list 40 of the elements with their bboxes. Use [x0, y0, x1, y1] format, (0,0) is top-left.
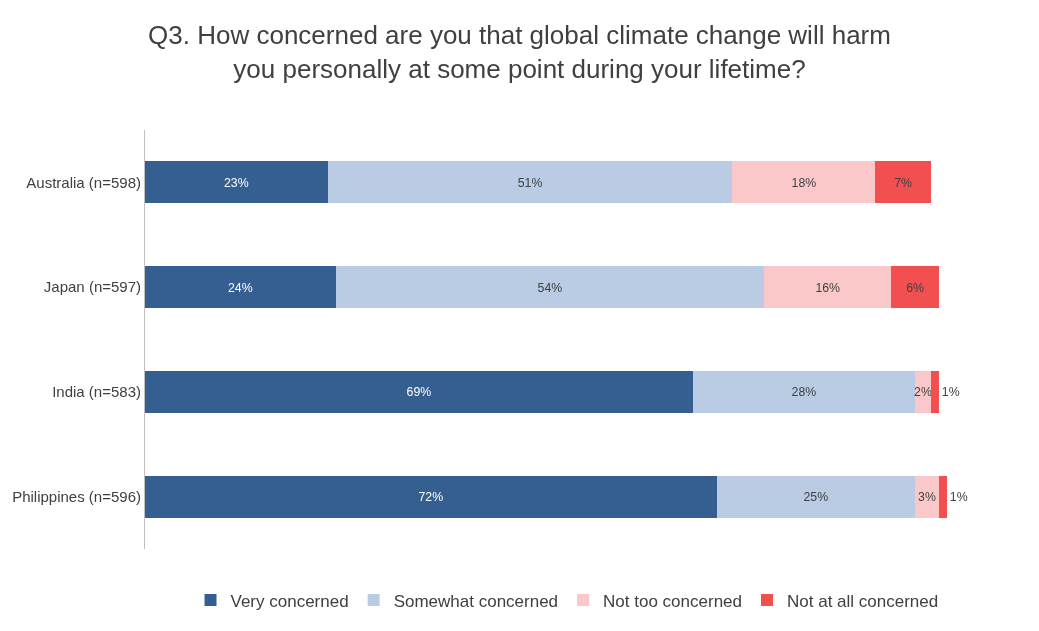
bar	[938, 475, 947, 518]
bar	[930, 370, 939, 413]
bar	[732, 161, 876, 204]
data-label: 51%	[517, 175, 543, 190]
data-label: 24%	[227, 280, 253, 295]
legend-label: Very concerned	[230, 591, 349, 611]
bar	[145, 161, 328, 204]
bar	[891, 266, 939, 309]
data-label: 72%	[418, 490, 444, 505]
data-label: 25%	[803, 490, 829, 505]
bar	[145, 370, 693, 413]
y-tick-label: Philippines (n=596)	[12, 487, 141, 505]
y-tick-label: Japan (n=597)	[43, 278, 141, 296]
bar	[716, 475, 916, 518]
bar	[764, 266, 892, 309]
bar	[692, 370, 916, 413]
chart-title: Q3. How concerned are you that global climate change will harm you personally at some point during your lifetime?	[148, 20, 891, 84]
data-label: 1%	[949, 490, 968, 505]
legend-label: Somewhat concerned	[393, 591, 559, 611]
data-label: 1%	[941, 385, 960, 400]
legend-label: Not too concerned	[603, 591, 742, 611]
data-label: 16%	[815, 280, 841, 295]
y-tick-label: India (n=583)	[52, 383, 141, 401]
data-label: 7%	[894, 175, 913, 190]
bar	[915, 475, 939, 518]
data-label: 18%	[791, 175, 817, 190]
bar	[335, 266, 765, 309]
data-label: 23%	[223, 175, 249, 190]
data-label: 3%	[918, 490, 936, 505]
data-label: 69%	[406, 385, 432, 400]
data-label: 2%	[914, 385, 932, 400]
data-label: 6%	[906, 280, 924, 295]
y-tick-label: Australia (n=598)	[26, 173, 141, 191]
bar	[145, 266, 336, 309]
data-label: 54%	[537, 280, 563, 295]
bar	[327, 161, 733, 204]
legend-label: Not at all concerned	[787, 591, 939, 611]
bar	[875, 161, 931, 204]
data-label: 28%	[791, 385, 817, 400]
bar	[145, 475, 717, 518]
